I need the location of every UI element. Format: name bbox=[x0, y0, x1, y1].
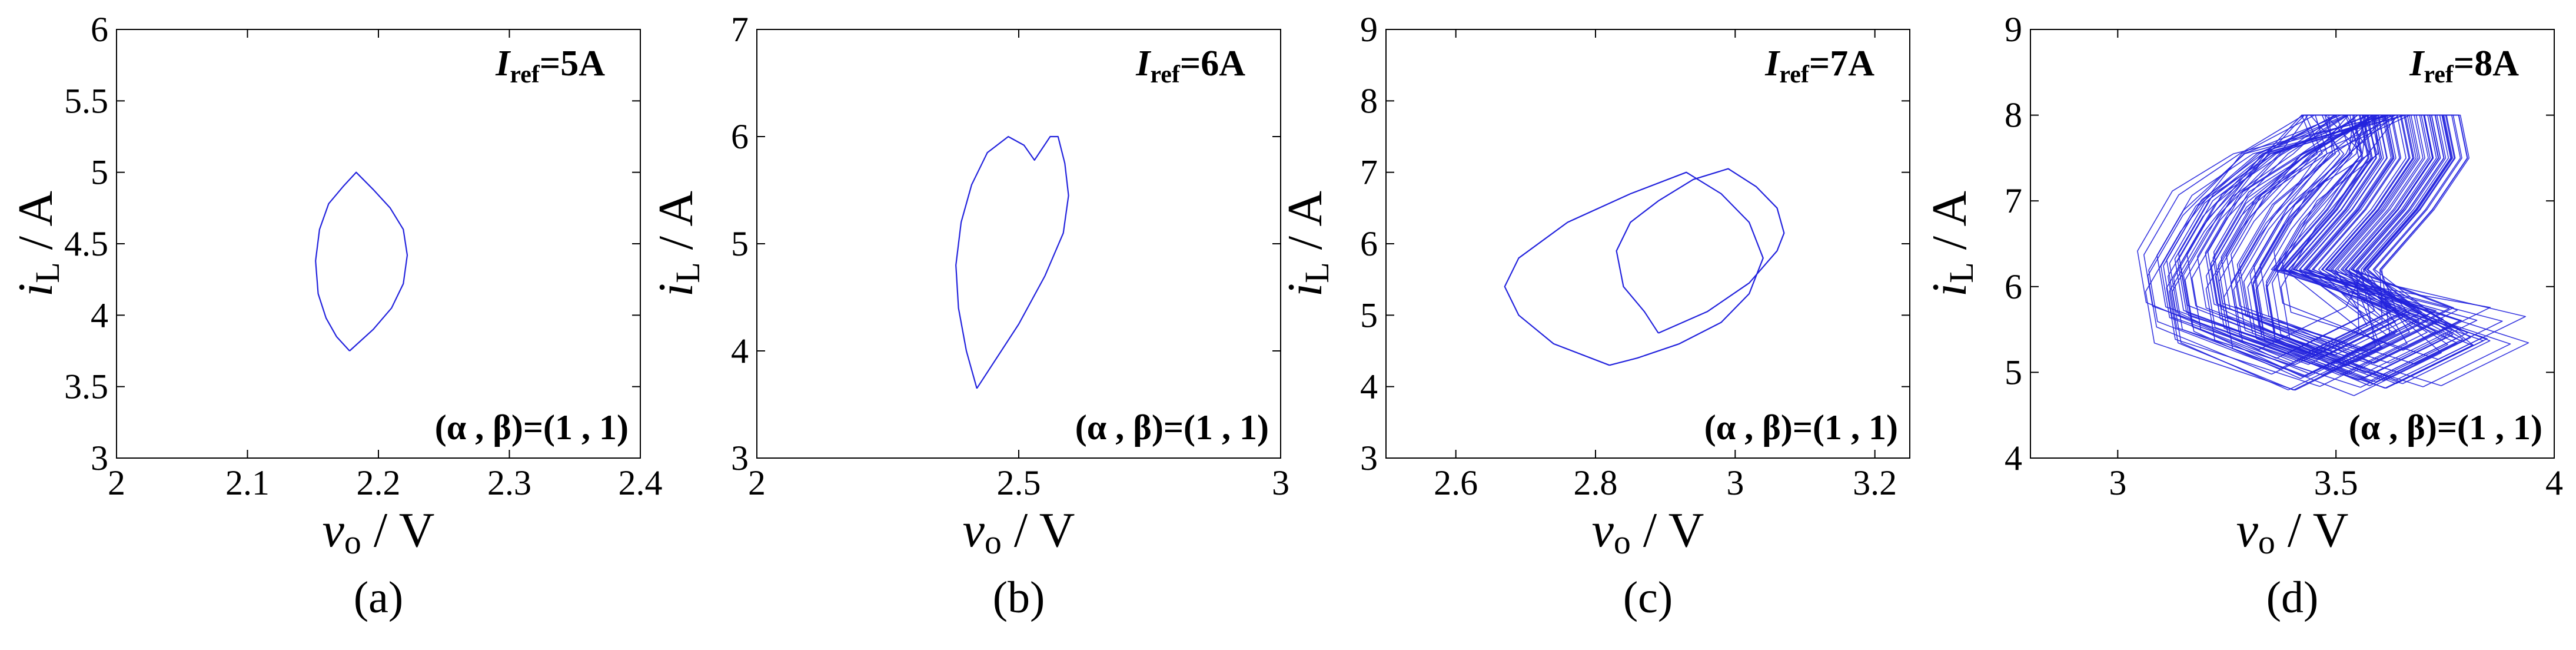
x-tick-label: 3 bbox=[1726, 463, 1744, 502]
x-tick-label: 2.8 bbox=[1574, 463, 1618, 502]
parameter-label: (α , β)=(1 , 1) bbox=[1075, 408, 1269, 447]
x-tick-label: 2.1 bbox=[225, 463, 270, 502]
x-axis-label: vo / V bbox=[963, 503, 1075, 561]
y-tick-label: 3 bbox=[1360, 439, 1378, 477]
x-tick-label: 2.3 bbox=[487, 463, 531, 502]
x-tick-label: 4 bbox=[2545, 463, 2563, 502]
y-axis-label: iL / A bbox=[1278, 191, 1336, 297]
trajectory-series-1 bbox=[955, 135, 1069, 389]
iref-annotation: Iref=6A bbox=[1135, 44, 1245, 88]
y-tick-label: 4 bbox=[91, 296, 108, 334]
y-tick-label: 7 bbox=[731, 10, 749, 49]
x-tick-label: 3.5 bbox=[2314, 463, 2358, 502]
y-tick-label: 5.5 bbox=[64, 81, 108, 120]
attractor-loop bbox=[2226, 114, 2437, 354]
y-tick-label: 6 bbox=[2005, 267, 2022, 306]
x-axis-label: vo / V bbox=[2236, 503, 2349, 561]
plot-frame bbox=[1385, 29, 1910, 459]
y-tick-label: 7 bbox=[1360, 153, 1378, 192]
y-axis-label: iL / A bbox=[1922, 191, 1980, 297]
y-tick-label: 3 bbox=[91, 439, 108, 477]
iref-annotation: Iref=7A bbox=[1764, 44, 1874, 88]
y-tick-label: 4.5 bbox=[64, 224, 108, 263]
trajectory-series-1 bbox=[1504, 171, 1764, 366]
y-tick-label: 5 bbox=[2005, 353, 2022, 392]
iref-annotation: Iref=8A bbox=[2409, 44, 2519, 88]
trajectory-series-1 bbox=[315, 171, 408, 351]
chart-panel-1: 2 2.1 2.2 2.3 2.4 3 3.5 4 4.5 5 5.5 6 vo / V iL / A Ir… bbox=[8, 10, 663, 622]
plot-frame bbox=[116, 29, 641, 459]
panel-caption: (d) bbox=[2266, 573, 2319, 622]
y-tick-label: 8 bbox=[1360, 81, 1378, 120]
panel-caption: (b) bbox=[993, 573, 1045, 622]
y-tick-label: 3 bbox=[731, 439, 749, 477]
y-tick-label: 4 bbox=[1360, 367, 1378, 406]
y-tick-label: 5 bbox=[1360, 296, 1378, 334]
y-tick-label: 6 bbox=[1360, 224, 1378, 263]
x-tick-label: 2.5 bbox=[997, 463, 1041, 502]
x-tick-label: 2 bbox=[108, 463, 125, 502]
x-tick-label: 2.4 bbox=[619, 463, 663, 502]
parameter-label: (α , β)=(1 , 1) bbox=[435, 408, 629, 447]
y-tick-label: 3.5 bbox=[64, 367, 108, 406]
iref-annotation: Iref=5A bbox=[495, 44, 605, 88]
y-tick-label: 5 bbox=[91, 153, 108, 192]
panel-caption: (c) bbox=[1623, 573, 1673, 622]
parameter-label: (α , β)=(1 , 1) bbox=[1704, 408, 1898, 447]
plot-frame bbox=[2030, 29, 2555, 459]
y-tick-label: 9 bbox=[1360, 10, 1378, 49]
y-tick-label: 5 bbox=[731, 224, 749, 263]
y-tick-label: 6 bbox=[91, 10, 108, 49]
chart-panel-2: 2 2.5 3 3 4 5 6 7 vo / V iL / A Iref=6A (α , β)=(1 … bbox=[649, 10, 1289, 622]
y-tick-label: 4 bbox=[2005, 439, 2022, 477]
y-tick-label: 8 bbox=[2005, 96, 2022, 135]
x-tick-label: 2 bbox=[748, 463, 766, 502]
chart-panel-3: 2.6 2.8 3 3.2 3 4 5 6 7 8 9 vo / V iL / A Iref=7A (α ,… bbox=[1278, 10, 1910, 622]
y-tick-label: 9 bbox=[2005, 10, 2022, 49]
y-tick-label: 7 bbox=[2005, 181, 2022, 220]
x-axis-label: vo / V bbox=[323, 503, 435, 561]
x-tick-label: 2.2 bbox=[357, 463, 401, 502]
y-tick-label: 6 bbox=[731, 117, 749, 156]
parameter-label: (α , β)=(1 , 1) bbox=[2349, 408, 2542, 447]
y-axis-label: iL / A bbox=[8, 191, 67, 297]
plot-frame bbox=[756, 29, 1281, 459]
y-axis-label: iL / A bbox=[649, 191, 707, 297]
y-tick-label: 4 bbox=[731, 331, 749, 370]
panel-caption: (a) bbox=[354, 573, 403, 622]
x-tick-label: 3.2 bbox=[1853, 463, 1897, 502]
x-tick-label: 2.6 bbox=[1434, 463, 1478, 502]
chart-panel-4: 3 3.5 4 4 5 6 7 8 9 vo / V iL / A Iref=8A (α , β)=(1… bbox=[1922, 10, 2563, 622]
x-tick-label: 3 bbox=[2109, 463, 2126, 502]
chaotic-attractor bbox=[2137, 114, 2530, 396]
trajectory-series-2 bbox=[1616, 168, 1785, 334]
attractor-loop bbox=[2160, 114, 2468, 366]
x-axis-label: vo / V bbox=[1592, 503, 1704, 561]
x-tick-label: 3 bbox=[1272, 463, 1289, 502]
